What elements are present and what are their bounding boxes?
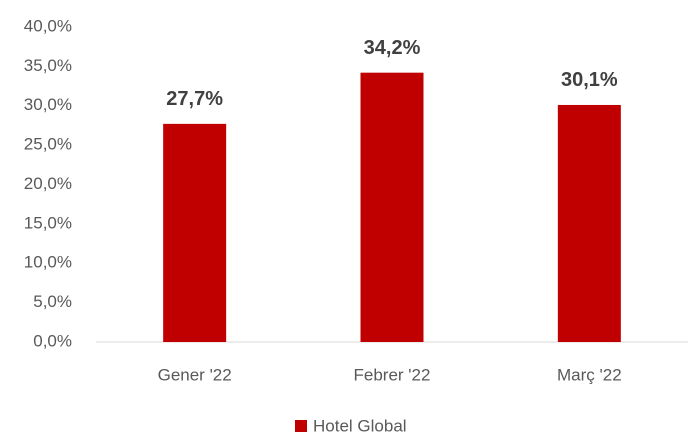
y-tick-label: 40,0% xyxy=(24,16,72,35)
y-tick-label: 30,0% xyxy=(24,95,72,114)
y-tick-label: 0,0% xyxy=(33,331,72,350)
legend-swatch xyxy=(295,420,307,432)
legend-label: Hotel Global xyxy=(313,416,407,435)
y-tick-label: 5,0% xyxy=(33,292,72,311)
bar xyxy=(360,72,424,343)
y-tick-label: 35,0% xyxy=(24,56,72,75)
x-tick-label: Gener '22 xyxy=(158,365,232,384)
bar xyxy=(163,123,227,342)
bar xyxy=(557,104,621,343)
x-tick-label: Març '22 xyxy=(557,365,622,384)
value-label: 30,1% xyxy=(561,69,618,91)
x-tick-label: Febrer '22 xyxy=(354,365,431,384)
y-tick-label: 15,0% xyxy=(24,213,72,232)
y-tick-label: 20,0% xyxy=(24,174,72,193)
value-label: 27,7% xyxy=(166,88,223,110)
value-label: 34,2% xyxy=(364,37,421,59)
y-tick-label: 10,0% xyxy=(24,253,72,272)
y-tick-label: 25,0% xyxy=(24,135,72,154)
